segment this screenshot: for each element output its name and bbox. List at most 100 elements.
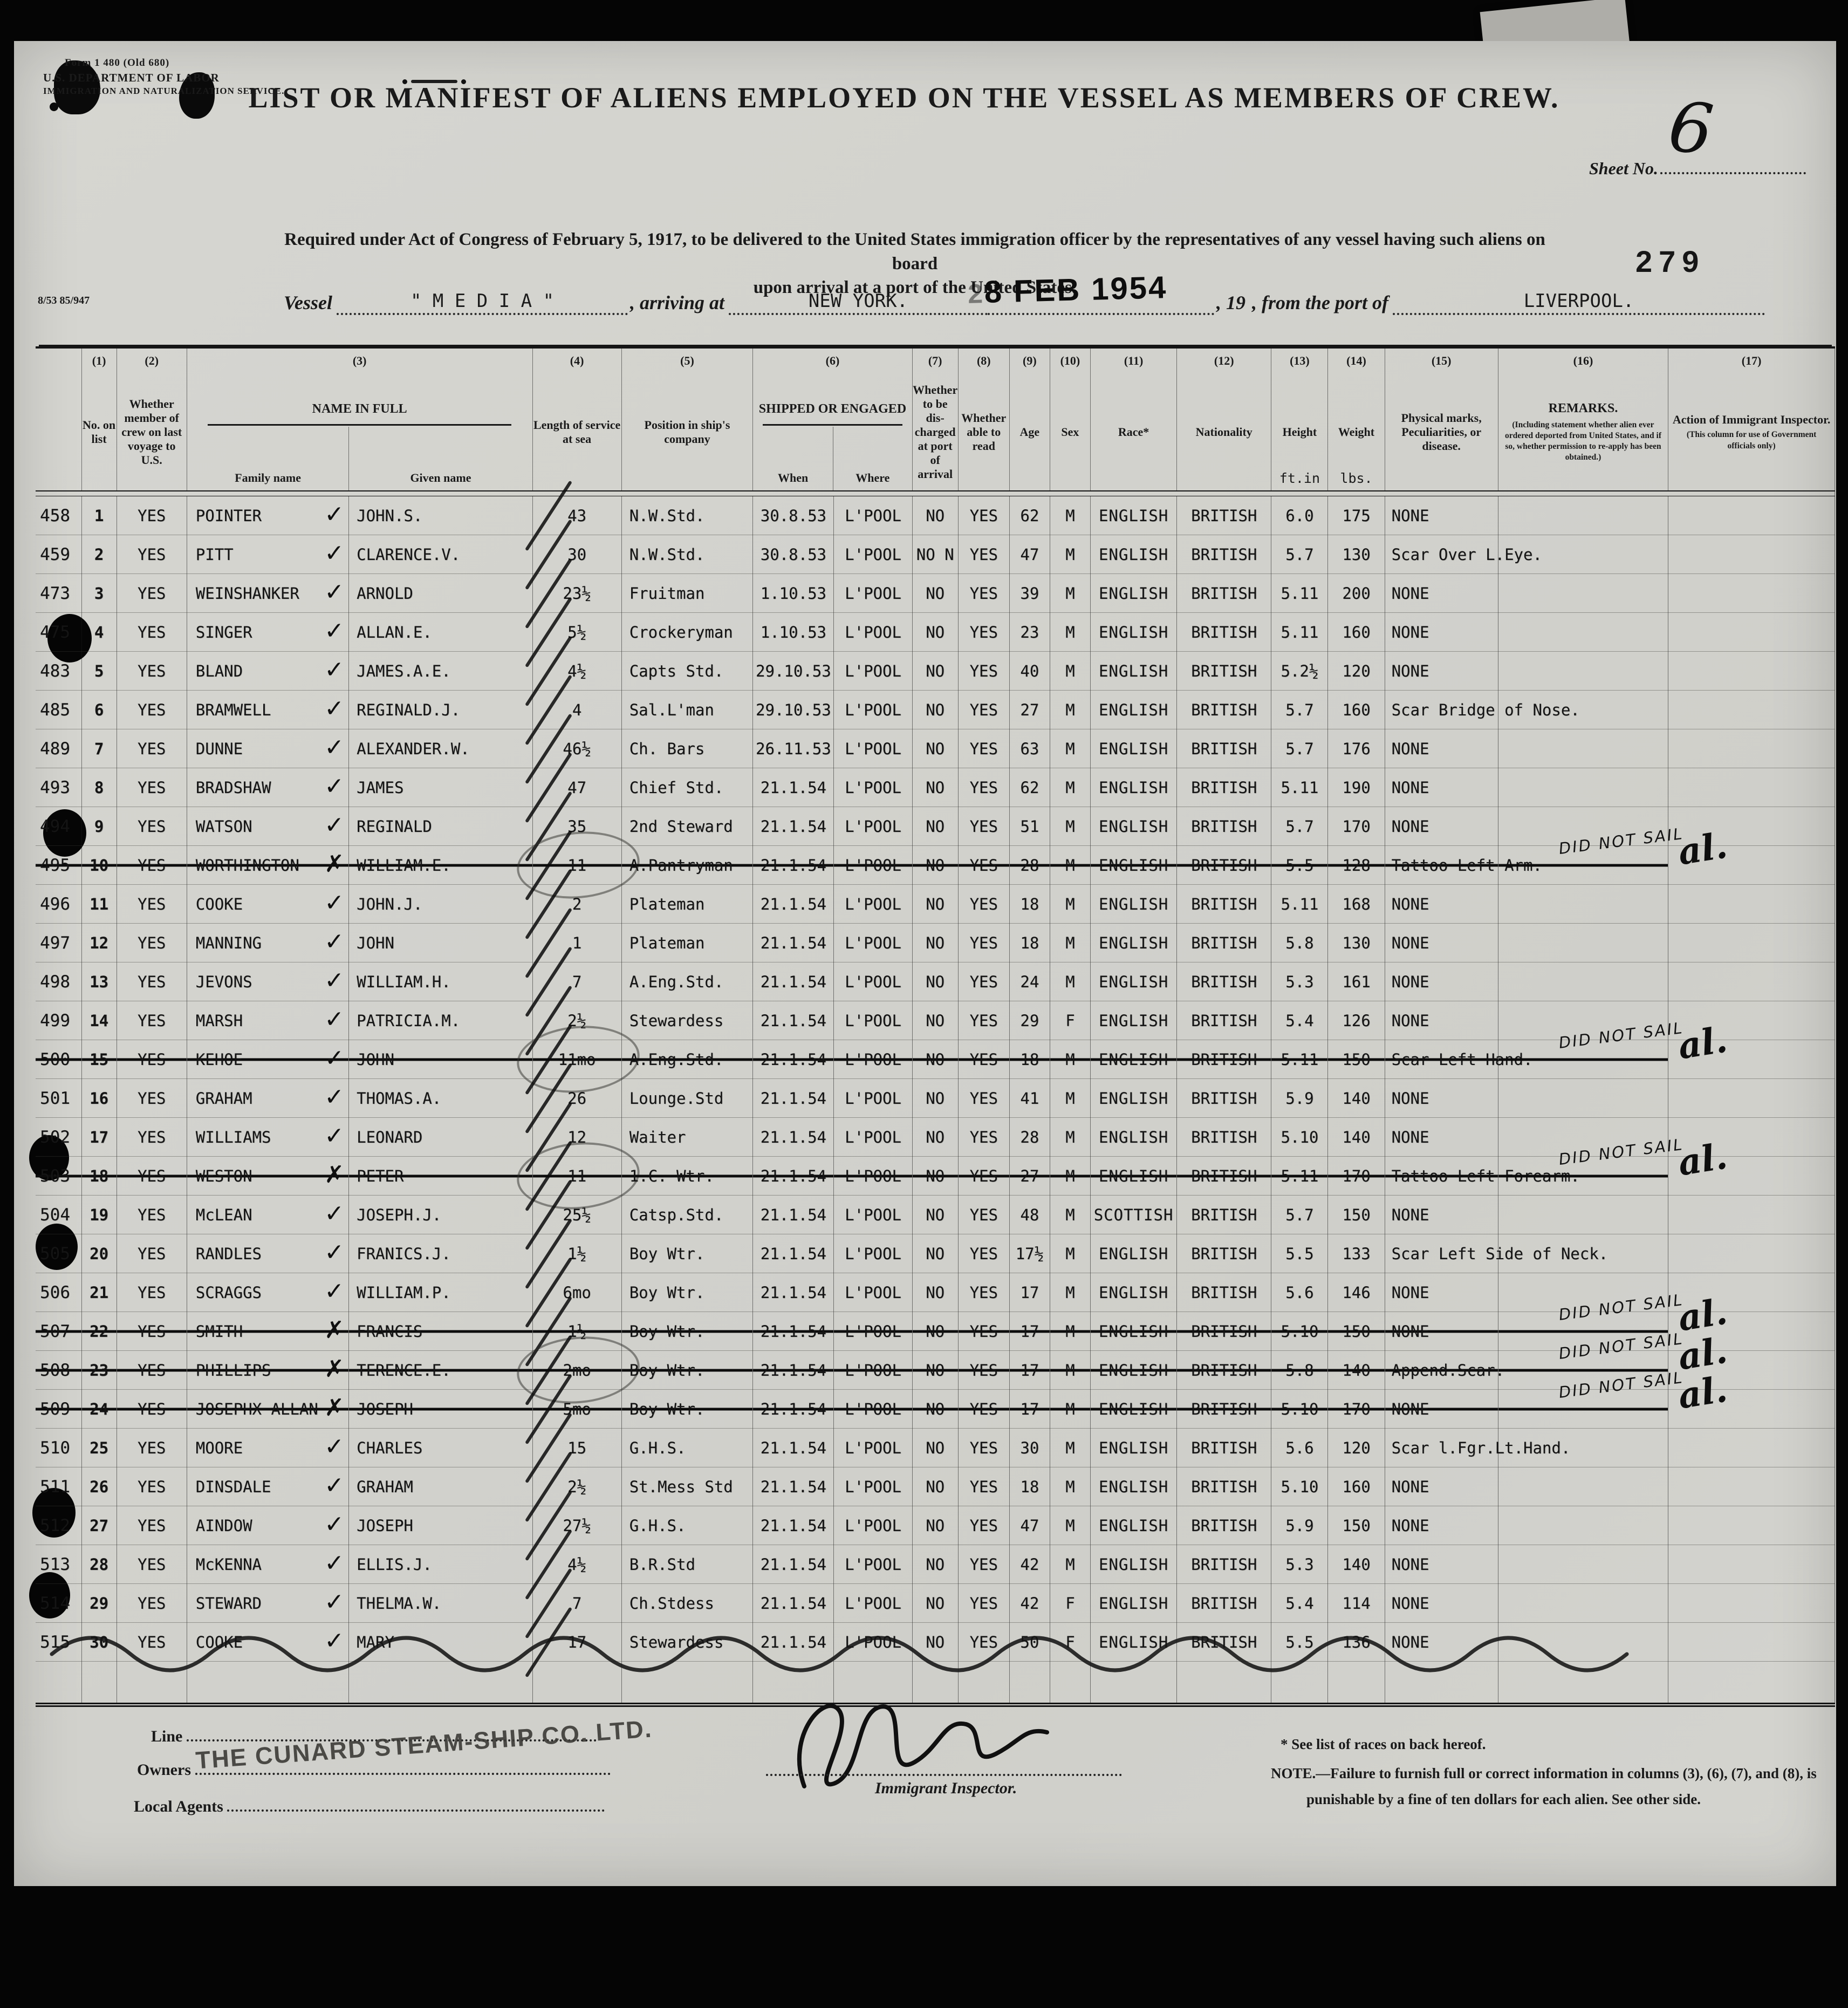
cell-member: YES	[117, 1001, 187, 1041]
cell-shipped-when: 21.1.54	[752, 1545, 834, 1584]
cell-discharged: NO	[912, 1040, 959, 1080]
cell-crew-number: 499	[36, 1001, 82, 1041]
cell-height: 5.11	[1271, 573, 1329, 613]
cell-height: 5.4	[1271, 1001, 1329, 1041]
cell-shipped-where: L'POOL	[833, 1040, 913, 1080]
cell-list-number: 18	[81, 1156, 117, 1196]
cell-age: 50	[1009, 1622, 1050, 1662]
cell-list-number: 3	[81, 573, 117, 613]
cell-discharged: NO	[912, 1545, 959, 1584]
cell-shipped-where: L'POOL	[833, 1195, 913, 1235]
cell-nationality: BRITISH	[1176, 1117, 1272, 1157]
cell-weight: 176	[1327, 729, 1385, 769]
blank-rule	[988, 312, 1215, 315]
cell-given-name: PATRICIA.M.	[348, 1001, 533, 1041]
cell-sex: M	[1050, 1506, 1091, 1546]
cell-member: YES	[117, 1583, 187, 1623]
cell-list-number: 9	[81, 807, 117, 846]
cell-discharged: NO	[912, 651, 959, 691]
margin-header	[36, 347, 82, 373]
cell-list-number: 7	[81, 729, 117, 769]
cell-marks: NONE	[1385, 729, 1498, 769]
cell-remarks	[1498, 962, 1669, 1002]
cell-action	[1668, 1467, 1835, 1507]
line-field: Line	[151, 1723, 597, 1746]
col-num-2: (2)	[117, 347, 187, 373]
cell-height: 5.11	[1271, 1040, 1329, 1080]
cell-race: ENGLISH	[1090, 1312, 1178, 1351]
col-num-1: (1)	[81, 347, 117, 373]
cell-crew-number: 494	[36, 807, 82, 846]
cell-age: 18	[1009, 1040, 1050, 1080]
year-label: , 19	[1216, 292, 1246, 313]
check-mark: ✓	[324, 501, 345, 529]
cell-list-number: 29	[81, 1583, 117, 1623]
cell-shipped-where: L'POOL	[833, 768, 913, 808]
cell-crew-number: 509	[36, 1389, 82, 1429]
cell-race: ENGLISH	[1090, 535, 1178, 575]
cell-shipped-when: 21.1.54	[752, 1273, 834, 1313]
owners-rule	[195, 1757, 611, 1775]
cell-service: 7	[524, 946, 622, 1017]
cell-position: 1.C. Wtr.	[621, 1156, 754, 1196]
cell-given-name: JAMES	[348, 768, 533, 808]
cell-marks: NONE	[1385, 884, 1498, 924]
table-header: (1) (2) (3) (4) (5) (6) (7) (8) (9) (10)…	[36, 347, 1835, 497]
col-num-7: (7)	[912, 347, 959, 373]
cell-read: YES	[958, 1195, 1010, 1235]
cell-given-name: JAMES.A.E.	[348, 651, 533, 691]
cell-sex: M	[1050, 1156, 1091, 1196]
agency-name: U.S. DEPARTMENT OF LABOR	[43, 71, 220, 84]
cell-nationality: BRITISH	[1176, 729, 1272, 769]
cell-action	[1668, 1428, 1835, 1468]
cell-member: YES	[117, 651, 187, 691]
cell-marks: Scar Left Side of Neck.	[1385, 1234, 1608, 1274]
cell-discharged: NO	[912, 573, 959, 613]
cell-race: ENGLISH	[1090, 612, 1178, 652]
cell-position: B.R.Std	[621, 1545, 754, 1584]
cell-service: 47	[524, 752, 622, 823]
header-separator	[36, 490, 1835, 497]
cell-read: YES	[958, 768, 1010, 808]
col-header-marks: Physical marks, Peculiarities, or diseas…	[1385, 373, 1498, 491]
cell-family-name: DINSDALE ✓	[187, 1467, 350, 1507]
cell-race: ENGLISH	[1090, 962, 1178, 1002]
height-label: Height	[1282, 425, 1317, 439]
cell-family-name: McKENNA ✓	[187, 1545, 350, 1584]
check-mark: ✗	[324, 1316, 345, 1344]
cell-marks: NONE	[1385, 573, 1498, 613]
cell-read: YES	[958, 845, 1010, 885]
cell-position: Boy Wtr.	[621, 1312, 754, 1351]
weight-unit: lbs.	[1340, 470, 1373, 486]
cell-member: YES	[117, 1040, 187, 1080]
col-header-sex: Sex	[1050, 373, 1091, 491]
check-mark: ✓	[324, 773, 345, 801]
cell-position: Sal.L'man	[621, 690, 754, 730]
cell-crew-number: 502	[36, 1117, 82, 1157]
spacer-cell	[117, 1661, 187, 1705]
cell-age: 42	[1009, 1545, 1050, 1584]
cell-shipped-where: L'POOL	[833, 651, 913, 691]
cell-read: YES	[958, 1001, 1010, 1041]
cell-discharged: NO	[912, 1506, 959, 1546]
cell-weight: 160	[1327, 612, 1385, 652]
cell-nationality: BRITISH	[1176, 1506, 1272, 1546]
cell-shipped-when: 21.1.54	[752, 1350, 834, 1390]
spacer-cell	[348, 1661, 533, 1705]
spacer-cell	[36, 1661, 82, 1705]
cell-weight: 120	[1327, 651, 1385, 691]
cell-shipped-where: L'POOL	[833, 962, 913, 1002]
ink-blob	[50, 103, 58, 111]
cell-list-number: 21	[81, 1273, 117, 1313]
col-header-name: NAME IN FULL Family name Given name	[187, 373, 533, 491]
cell-remarks	[1498, 1273, 1669, 1313]
check-mark: ✓	[324, 889, 345, 917]
inspector-initials: al.	[1675, 1018, 1730, 1068]
cell-given-name: JOSEPH	[348, 1506, 533, 1546]
cell-discharged: NO	[912, 496, 959, 536]
cell-family-name: PITT ✓	[187, 535, 350, 575]
cell-sex: F	[1050, 1001, 1091, 1041]
cell-sex: M	[1050, 651, 1091, 691]
cell-discharged: NO	[912, 1583, 959, 1623]
cell-read: YES	[958, 1350, 1010, 1390]
